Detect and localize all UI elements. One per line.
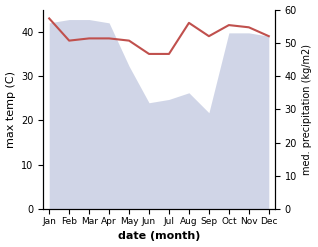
Y-axis label: max temp (C): max temp (C) — [5, 71, 16, 148]
Y-axis label: med. precipitation (kg/m2): med. precipitation (kg/m2) — [302, 44, 313, 175]
X-axis label: date (month): date (month) — [118, 231, 200, 242]
